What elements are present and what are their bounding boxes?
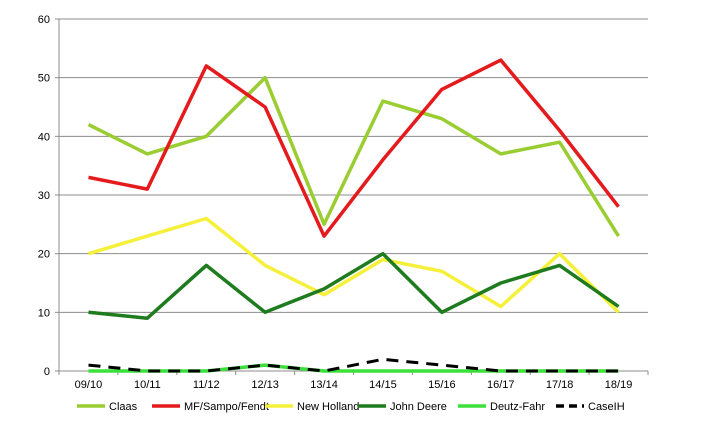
legend-item-claas: Claas xyxy=(77,401,138,413)
legend-label: John Deere xyxy=(390,401,447,413)
legend-item-caseih: CaseIH xyxy=(556,401,625,413)
series-lines xyxy=(87,58,620,373)
y-tick-label: 10 xyxy=(38,307,50,319)
legend-label: Claas xyxy=(109,401,138,413)
y-tick-label: 0 xyxy=(44,366,50,378)
legend-label: Deutz-Fahr xyxy=(490,401,545,413)
legend-item-john-deere: John Deere xyxy=(358,401,447,413)
series-line-caseih xyxy=(88,357,619,373)
x-tick-label: 09/10 xyxy=(75,379,103,391)
legend-item-mf-sampo-fendt: MF/Sampo/Fendt xyxy=(152,401,269,413)
series-line-new-holland xyxy=(87,216,620,314)
y-tick-label: 60 xyxy=(38,14,50,26)
legend: Claas MF/Sampo/Fendt New Holland John Deere… xyxy=(77,401,625,413)
series-line-mf-sampo-fendt xyxy=(88,58,620,238)
y-tick-label: 20 xyxy=(38,249,50,261)
x-tick-label: 18/19 xyxy=(605,379,633,391)
x-tick-label: 14/15 xyxy=(369,379,397,391)
x-tick-label: 10/11 xyxy=(134,379,161,391)
legend-item-new-holland: New Holland xyxy=(265,401,359,413)
x-tick-label: 15/16 xyxy=(428,379,456,391)
y-tick-label: 50 xyxy=(38,73,50,85)
legend-label: New Holland xyxy=(297,401,359,413)
x-tick-label: 11/12 xyxy=(193,379,220,391)
legend-label: MF/Sampo/Fendt xyxy=(184,401,269,413)
series-line-claas xyxy=(87,75,620,238)
y-axis-ticks: 0 10 20 30 40 50 60 xyxy=(38,14,59,378)
legend-item-deutz-fahr: Deutz-Fahr xyxy=(458,401,545,413)
series-line-john-deere xyxy=(88,251,620,320)
x-tick-label: 16/17 xyxy=(487,379,515,391)
y-tick-label: 30 xyxy=(38,190,50,202)
gridlines xyxy=(59,18,648,313)
y-tick-label: 40 xyxy=(38,131,50,143)
x-tick-label: 17/18 xyxy=(546,379,574,391)
x-tick-label: 13/14 xyxy=(310,379,338,391)
x-tick-label: 12/13 xyxy=(251,379,279,391)
x-axis-ticks: 09/10 10/11 11/12 12/13 13/14 14/15 15/16 16/17… xyxy=(58,371,649,391)
legend-label: CaseIH xyxy=(588,401,625,413)
